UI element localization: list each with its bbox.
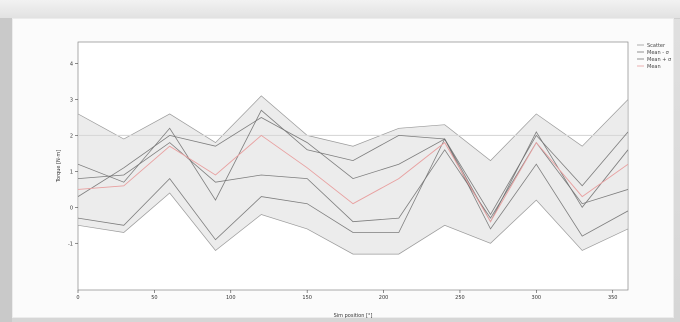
legend-label-scatter: Scatter	[647, 43, 666, 49]
axes: 0 50 100 150 200 250 300 350 -1 0 1 2 3 4	[68, 62, 617, 301]
x-tick-label-350: 350	[608, 295, 618, 301]
legend-label-mean: Mean	[647, 64, 661, 70]
trace-line-1	[78, 109, 628, 223]
x-tick-label-150: 150	[302, 295, 312, 301]
band-lower-edge	[78, 192, 628, 255]
legend: Scatter Mean - σ Mean + σ Mean	[637, 43, 672, 70]
trace-line-3	[78, 138, 628, 241]
window-left-edge	[0, 18, 12, 322]
y-axis-title: Torque [N·m]	[56, 150, 62, 183]
band-upper-edge	[78, 95, 628, 162]
x-tick-label-300: 300	[532, 295, 542, 301]
mean-line-layer	[78, 134, 628, 223]
y-tick-label-4: 4	[70, 62, 73, 68]
y-tick-label-0: 0	[70, 205, 73, 211]
x-tick-label-100: 100	[226, 295, 236, 301]
x-axis-title: Sim position [°]	[334, 313, 373, 319]
x-tick-label-50: 50	[151, 295, 157, 301]
y-tick-label--1: -1	[68, 241, 73, 247]
trace-line-2	[78, 117, 628, 216]
legend-label-mean-plus: Mean + σ	[647, 57, 672, 63]
legend-label-mean-minus: Mean - σ	[647, 50, 670, 56]
y-tick-label-1: 1	[70, 169, 73, 175]
x-tick-label-200: 200	[379, 295, 389, 301]
mean-line	[78, 134, 628, 223]
y-tick-label-3: 3	[70, 98, 73, 104]
x-tick-label-0: 0	[76, 295, 79, 301]
y-tick-label-2: 2	[70, 133, 73, 139]
x-tick-label-250: 250	[455, 295, 465, 301]
